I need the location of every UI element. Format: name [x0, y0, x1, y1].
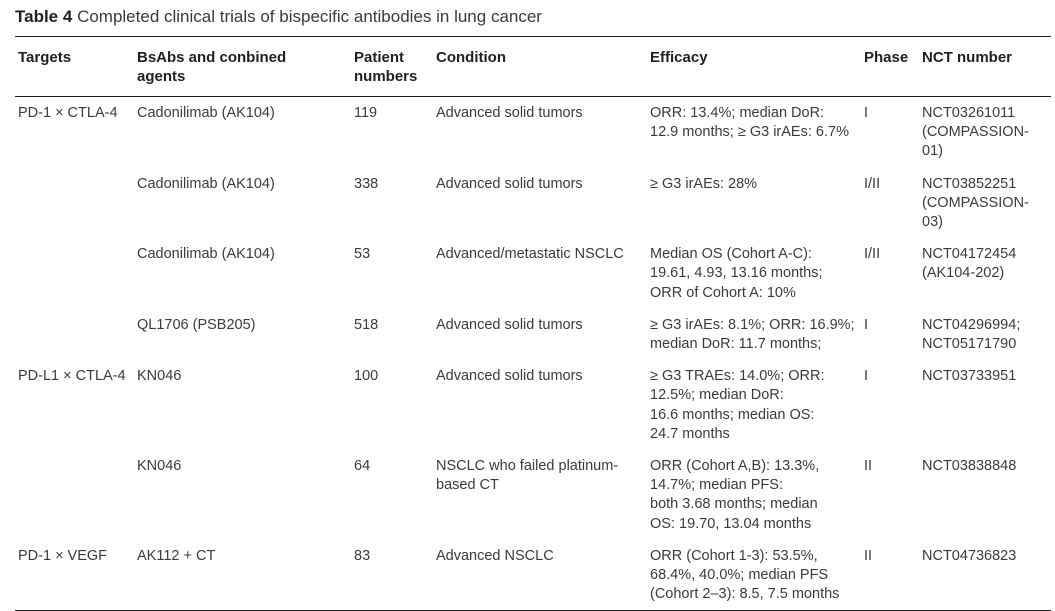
cell-efficacy: ORR (Cohort 1-3): 53.5%, 68.4%, 40.0%; m… [650, 547, 840, 603]
cell-condition: Advanced solid tumors [436, 105, 583, 121]
cell-targets [15, 450, 133, 540]
table-row: PD-1 × CTLA-4 Cadonilimab (AK104) 119 Ad… [15, 97, 1051, 168]
cell-efficacy: ≥ G3 irAEs: 8.1%; ORR: 16.9%; median DoR… [650, 316, 855, 353]
cell-patients: 119 [354, 105, 378, 121]
table-row: Cadonilimab (AK104) 338 Advanced solid t… [15, 168, 1051, 239]
table-body: PD-1 × CTLA-4 Cadonilimab (AK104) 119 Ad… [15, 97, 1051, 611]
cell-agents: AK112 + CT [137, 547, 216, 564]
header-patients: Patient numbers [350, 36, 432, 97]
cell-targets [15, 238, 133, 309]
cell-phase: I/II [864, 246, 881, 263]
clinical-trials-table: Targets BsAbs and conbined agents Patien… [15, 36, 1051, 611]
cell-agents: Cadonilimab (AK104) [137, 175, 275, 192]
cell-targets [15, 309, 133, 360]
cell-phase: I [864, 316, 869, 333]
table-row: Cadonilimab (AK104) 53 Advanced/metastat… [15, 238, 1051, 309]
cell-nct: NCT03838848 [922, 458, 1017, 475]
cell-patients: 53 [354, 246, 371, 263]
cell-patients: 83 [354, 547, 371, 564]
cell-efficacy: ORR (Cohort A,B): 13.3%, 14.7%; median P… [650, 458, 820, 532]
cell-targets: PD-L1 × CTLA-4 [18, 368, 126, 385]
cell-phase: I/II [864, 175, 881, 192]
header-efficacy: Efficacy [646, 36, 860, 97]
cell-condition: Advanced solid tumors [436, 175, 583, 192]
header-row: Targets BsAbs and conbined agents Patien… [15, 36, 1051, 97]
cell-nct: NCT03852251 (COMPASSION-03) [922, 175, 1029, 231]
cell-efficacy: Median OS (Cohort A-C): 19.61, 4.93, 13.… [650, 246, 823, 301]
table-figure: Table 4 Completed clinical trials of bis… [15, 6, 1051, 611]
cell-targets: PD-1 × CTLA-4 [18, 105, 118, 121]
cell-patients: 64 [354, 458, 371, 475]
cell-patients: 518 [354, 316, 379, 333]
cell-phase: II [864, 458, 873, 475]
cell-agents: QL1706 (PSB205) [137, 316, 256, 333]
cell-agents: KN046 [137, 458, 182, 475]
cell-agents: KN046 [137, 368, 182, 385]
cell-targets: PD-1 × VEGF [18, 547, 108, 564]
header-targets: Targets [15, 36, 133, 97]
cell-nct: NCT04736823 [922, 547, 1017, 564]
cell-condition: Advanced solid tumors [436, 316, 583, 333]
table-caption-text: Completed clinical trials of bispecific … [77, 7, 542, 26]
cell-targets [15, 168, 133, 239]
header-condition: Condition [432, 36, 646, 97]
cell-phase: I [864, 368, 869, 385]
cell-patients: 338 [354, 175, 379, 192]
table-row: KN046 64 NSCLC who failed platinum- base… [15, 450, 1051, 540]
cell-nct: NCT03261011 (COMPASSION-01) [922, 105, 1029, 160]
cell-efficacy: ORR: 13.4%; median DoR: 12.9 months; ≥ G… [650, 105, 849, 141]
cell-condition: Advanced NSCLC [436, 547, 554, 564]
table-row: PD-1 × VEGF AK112 + CT 83 Advanced NSCLC… [15, 540, 1051, 611]
cell-efficacy: ≥ G3 irAEs: 28% [650, 175, 758, 192]
cell-nct: NCT04172454 (AK104-202) [922, 246, 1017, 282]
cell-condition: Advanced/metastatic NSCLC [436, 246, 624, 263]
table-caption: Table 4 Completed clinical trials of bis… [15, 6, 1051, 30]
cell-agents: Cadonilimab (AK104) [137, 246, 275, 263]
cell-condition: Advanced solid tumors [436, 368, 583, 385]
header-nct: NCT number [918, 36, 1051, 97]
cell-nct: NCT03733951 [922, 368, 1017, 385]
table-row: PD-L1 × CTLA-4 KN046 100 Advanced solid … [15, 360, 1051, 450]
cell-agents: Cadonilimab (AK104) [137, 105, 275, 121]
cell-nct: NCT04296994; NCT05171790 [922, 316, 1021, 353]
header-phase: Phase [860, 36, 918, 97]
cell-condition: NSCLC who failed platinum- based CT [436, 458, 619, 494]
cell-efficacy: ≥ G3 TRAEs: 14.0%; ORR: 12.5%; median Do… [650, 368, 825, 442]
table-header: Targets BsAbs and conbined agents Patien… [15, 36, 1051, 97]
cell-phase: I [864, 105, 869, 121]
header-agents: BsAbs and conbined agents [133, 36, 350, 97]
table-row: QL1706 (PSB205) 518 Advanced solid tumor… [15, 309, 1051, 360]
cell-patients: 100 [354, 368, 379, 385]
cell-phase: II [864, 547, 873, 564]
table-caption-label: Table 4 [15, 7, 73, 26]
